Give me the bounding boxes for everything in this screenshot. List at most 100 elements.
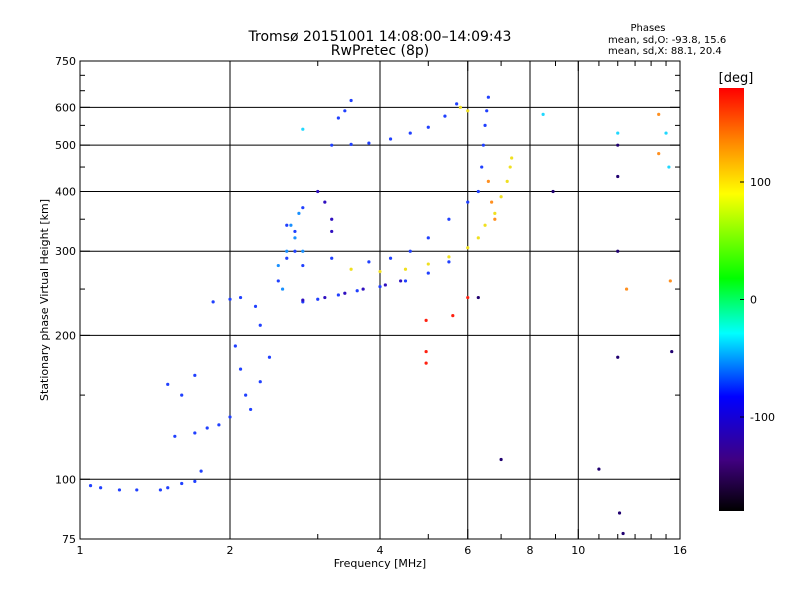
data-point (349, 142, 353, 146)
data-point (616, 355, 620, 359)
data-point (447, 255, 451, 259)
data-point (297, 211, 301, 215)
y-axis-label: Stationary phase Virtual Height [km] (38, 199, 51, 401)
data-point (199, 469, 203, 473)
data-point (336, 116, 340, 120)
data-point (301, 206, 305, 210)
data-point (426, 262, 430, 266)
data-point (426, 125, 430, 129)
x-tick-label: 1 (77, 544, 84, 557)
data-point (657, 112, 661, 116)
data-point (367, 141, 371, 145)
data-point (293, 229, 297, 234)
data-point (493, 217, 497, 221)
data-point (541, 112, 545, 116)
data-point (383, 283, 387, 287)
data-point (330, 256, 334, 260)
data-point (135, 488, 139, 492)
data-point (289, 223, 293, 227)
data-point (276, 279, 280, 283)
x-tick-label: 2 (227, 544, 234, 557)
y-tick-label: 200 (55, 329, 76, 342)
y-tick-label: 400 (55, 185, 76, 198)
data-point (403, 267, 408, 271)
data-point (499, 195, 503, 199)
data-point (349, 98, 353, 103)
data-point (193, 373, 197, 377)
y-tick-label: 75 (62, 533, 76, 546)
data-point (217, 423, 221, 427)
data-point (443, 114, 447, 118)
data-point (180, 481, 184, 486)
data-point (424, 318, 428, 322)
data-point (426, 236, 430, 240)
chart-title: Tromsø 20151001 14:08:00–14:09:43 (248, 29, 512, 45)
data-point (378, 269, 382, 274)
data-point (668, 279, 672, 283)
data-point (476, 189, 480, 194)
x-tick-label: 4 (377, 544, 384, 557)
data-point (399, 279, 403, 283)
data-point (285, 256, 289, 260)
data-point (510, 156, 514, 160)
data-point (244, 393, 248, 397)
data-point (424, 361, 428, 365)
data-point (330, 143, 334, 147)
x-axis-label: Frequency [MHz] (334, 557, 426, 570)
x-tick-label: 8 (527, 544, 534, 557)
data-point (343, 109, 347, 113)
y-tick-label: 300 (55, 245, 76, 258)
data-point (451, 314, 455, 318)
stats-line-x: mean, sd,X: 88.1, 20.4 (608, 46, 722, 57)
data-point (233, 344, 237, 348)
x-tick-label: 6 (464, 544, 471, 557)
data-point (493, 211, 497, 215)
data-point (551, 189, 555, 194)
data-point (205, 426, 209, 430)
data-point (490, 200, 494, 204)
data-point (99, 486, 103, 490)
data-point (499, 457, 503, 462)
data-point (166, 486, 170, 490)
data-point (343, 291, 347, 295)
data-point (238, 295, 243, 300)
data-point (388, 256, 393, 260)
data-point (447, 260, 451, 264)
data-point (367, 260, 371, 264)
data-point (316, 189, 320, 194)
data-point (88, 484, 93, 488)
data-point (166, 382, 170, 386)
data-point (249, 407, 253, 412)
data-point (616, 131, 620, 135)
data-point (323, 295, 327, 300)
phase-colorbar: [deg] 100 0 -100 (719, 71, 775, 511)
y-tick-label: 500 (55, 139, 76, 152)
data-point (486, 179, 490, 183)
data-point (193, 479, 197, 483)
data-point (276, 263, 280, 268)
data-point (378, 284, 382, 289)
data-point (293, 249, 297, 253)
data-point (667, 165, 671, 169)
data-point (258, 380, 262, 384)
data-point (664, 131, 668, 135)
y-tick-label: 600 (55, 101, 76, 114)
colorbar-tick-label: 100 (750, 176, 771, 189)
data-point (480, 165, 484, 169)
data-point (355, 289, 359, 293)
data-point (330, 217, 334, 221)
y-tick-label: 100 (55, 473, 76, 486)
colorbar-tick-label: -100 (750, 411, 775, 424)
data-point (301, 263, 305, 268)
colorbar-tick-label: 0 (750, 294, 757, 307)
data-point (117, 488, 122, 492)
data-point (408, 131, 412, 135)
colorbar-gradient (719, 88, 744, 511)
data-point (388, 137, 393, 141)
data-point (180, 393, 184, 397)
plot-area: 1 2 4 6 8 10 16 75 100 200 300 400 500 600 750 (55, 55, 687, 557)
data-point (293, 236, 297, 240)
data-point (657, 152, 661, 156)
data-point (466, 200, 470, 204)
data-point (670, 349, 674, 354)
